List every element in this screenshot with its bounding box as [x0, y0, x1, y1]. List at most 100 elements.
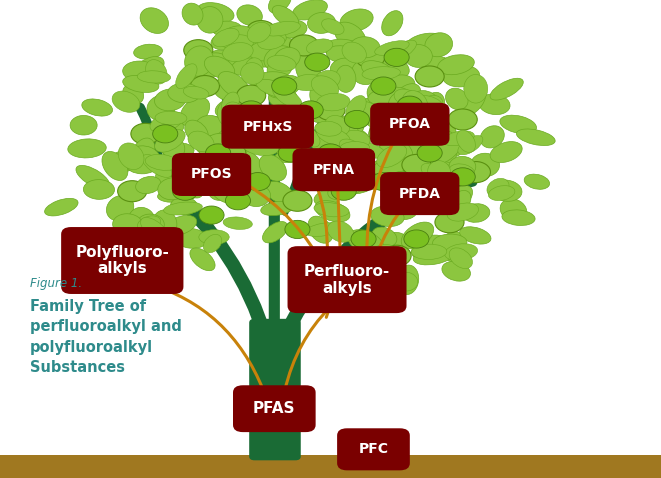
- Ellipse shape: [183, 87, 209, 99]
- Ellipse shape: [147, 95, 176, 120]
- Ellipse shape: [500, 115, 537, 134]
- Ellipse shape: [198, 152, 227, 172]
- Ellipse shape: [458, 135, 483, 155]
- Ellipse shape: [394, 89, 420, 107]
- Ellipse shape: [267, 76, 301, 98]
- Ellipse shape: [112, 91, 140, 112]
- Ellipse shape: [184, 46, 214, 76]
- Ellipse shape: [307, 12, 336, 33]
- Ellipse shape: [385, 128, 412, 143]
- Ellipse shape: [292, 0, 327, 20]
- Ellipse shape: [334, 22, 366, 50]
- Circle shape: [435, 212, 464, 233]
- Ellipse shape: [264, 46, 294, 71]
- Ellipse shape: [223, 217, 253, 229]
- Ellipse shape: [421, 163, 441, 180]
- Ellipse shape: [411, 163, 451, 178]
- Bar: [0, 455, 661, 478]
- Ellipse shape: [155, 130, 185, 152]
- Ellipse shape: [412, 235, 446, 259]
- Ellipse shape: [420, 92, 445, 123]
- Ellipse shape: [161, 136, 185, 159]
- Ellipse shape: [443, 65, 480, 87]
- Ellipse shape: [165, 163, 186, 193]
- Circle shape: [331, 182, 356, 200]
- FancyBboxPatch shape: [292, 148, 375, 191]
- Ellipse shape: [306, 104, 336, 123]
- Text: PFNA: PFNA: [313, 163, 355, 177]
- Ellipse shape: [235, 124, 256, 148]
- Ellipse shape: [359, 102, 385, 130]
- Ellipse shape: [140, 8, 169, 33]
- Ellipse shape: [313, 70, 340, 90]
- Ellipse shape: [387, 200, 418, 219]
- Ellipse shape: [367, 80, 393, 104]
- Circle shape: [404, 230, 429, 248]
- Ellipse shape: [334, 116, 364, 136]
- Ellipse shape: [419, 176, 450, 199]
- Ellipse shape: [292, 75, 325, 91]
- Circle shape: [237, 85, 266, 106]
- Ellipse shape: [112, 214, 143, 236]
- Ellipse shape: [237, 151, 263, 178]
- Circle shape: [247, 21, 276, 42]
- Ellipse shape: [269, 104, 311, 120]
- Ellipse shape: [164, 202, 202, 215]
- Ellipse shape: [432, 234, 467, 251]
- Ellipse shape: [198, 2, 234, 22]
- Ellipse shape: [317, 93, 350, 111]
- Ellipse shape: [447, 203, 479, 221]
- Text: Figure 1.: Figure 1.: [30, 277, 82, 290]
- Ellipse shape: [155, 111, 187, 125]
- Ellipse shape: [393, 272, 418, 291]
- Ellipse shape: [241, 63, 264, 85]
- Ellipse shape: [123, 61, 158, 82]
- Ellipse shape: [342, 130, 370, 149]
- Circle shape: [118, 181, 147, 202]
- Ellipse shape: [137, 216, 161, 231]
- Ellipse shape: [317, 127, 350, 146]
- Ellipse shape: [460, 87, 486, 116]
- Ellipse shape: [411, 244, 447, 260]
- Ellipse shape: [346, 174, 377, 194]
- Ellipse shape: [328, 176, 364, 200]
- Ellipse shape: [347, 53, 374, 72]
- Text: PFOS: PFOS: [191, 167, 232, 182]
- Ellipse shape: [446, 88, 468, 110]
- Ellipse shape: [109, 151, 138, 172]
- Ellipse shape: [118, 143, 144, 170]
- Circle shape: [272, 77, 297, 95]
- Ellipse shape: [264, 108, 282, 136]
- Circle shape: [278, 144, 303, 162]
- Ellipse shape: [82, 99, 112, 116]
- Circle shape: [131, 123, 160, 144]
- Circle shape: [184, 40, 213, 61]
- Ellipse shape: [405, 33, 445, 54]
- Ellipse shape: [330, 58, 360, 78]
- Ellipse shape: [327, 46, 355, 63]
- Ellipse shape: [184, 120, 208, 144]
- Circle shape: [430, 196, 455, 215]
- Ellipse shape: [276, 138, 297, 156]
- Ellipse shape: [242, 138, 278, 156]
- Ellipse shape: [256, 120, 274, 143]
- Ellipse shape: [432, 154, 458, 184]
- Ellipse shape: [196, 115, 223, 136]
- Ellipse shape: [425, 33, 453, 57]
- Circle shape: [351, 230, 376, 248]
- Ellipse shape: [180, 97, 210, 127]
- Ellipse shape: [262, 221, 288, 243]
- Ellipse shape: [340, 141, 369, 155]
- FancyBboxPatch shape: [249, 319, 301, 460]
- Ellipse shape: [392, 84, 421, 112]
- FancyBboxPatch shape: [288, 246, 407, 313]
- Circle shape: [199, 206, 224, 224]
- Circle shape: [316, 99, 345, 120]
- FancyBboxPatch shape: [380, 172, 459, 215]
- Ellipse shape: [402, 91, 428, 116]
- Circle shape: [217, 142, 246, 163]
- Ellipse shape: [373, 157, 410, 175]
- Ellipse shape: [298, 125, 320, 147]
- Ellipse shape: [165, 216, 197, 235]
- Ellipse shape: [464, 75, 488, 103]
